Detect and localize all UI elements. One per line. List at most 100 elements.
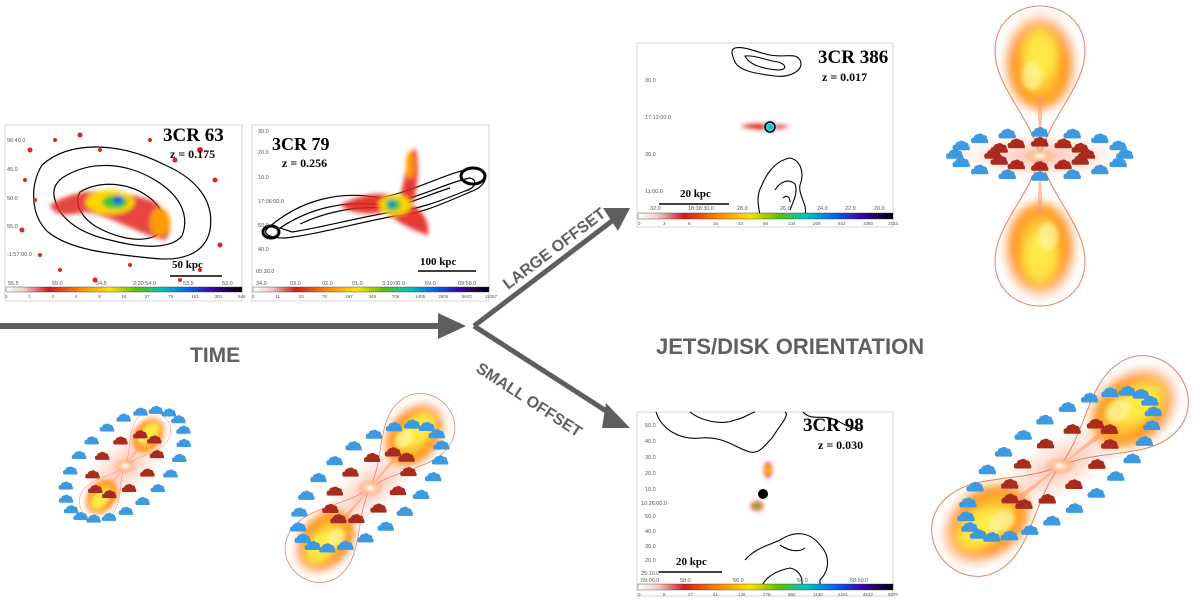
- xtick: 54.5: [96, 281, 107, 287]
- small-offset-arrow: [472, 323, 616, 419]
- time-label: TIME: [190, 344, 240, 367]
- cloud-icon: [58, 494, 74, 503]
- cloud-icon: [431, 455, 449, 465]
- colorbar-tick-label: 66: [763, 221, 769, 226]
- colorbar-tick-label: 1405: [415, 294, 426, 299]
- ytick: 10:26:00.0: [641, 501, 667, 507]
- cloud-icon: [1036, 414, 1054, 425]
- xtick: 55.0: [52, 281, 63, 287]
- cloud-icon: [1091, 133, 1109, 144]
- colorbar-tick-label: 0: [638, 221, 641, 226]
- colorbar-tick-label: 33: [299, 294, 305, 299]
- xtick: 59.0: [425, 281, 436, 287]
- cloud-icon: [101, 512, 117, 521]
- colorbar-tick-label: 75: [168, 294, 174, 299]
- cloud-icon: [1080, 392, 1099, 403]
- ytick: 25:10.0: [641, 571, 659, 577]
- map-title-3cr386: 3CR 386: [818, 47, 888, 68]
- colorbar-tick-label: 0: [252, 294, 255, 299]
- xtick: 01.0: [352, 281, 363, 287]
- map-3cr79: 3CR 79 z = 0.256 100 kpc 30.0 20.0 10.0 …: [251, 124, 498, 302]
- ytick: 10.0: [645, 487, 656, 493]
- ytick: 40.0: [645, 439, 656, 445]
- xtick: 18:38:30.0: [688, 206, 714, 212]
- cloud-icon: [291, 507, 308, 517]
- colorbar-tick-label: 0: [638, 592, 641, 597]
- cloud-icon: [135, 496, 150, 505]
- ytick: 17:06:00.0: [258, 199, 284, 205]
- colorbar-tick-label: 8: [663, 592, 666, 597]
- colorbar-tick-label: 11267: [485, 294, 498, 299]
- emission-3cr79: [340, 148, 429, 235]
- time-arrow-head: [438, 313, 466, 339]
- ytick: 30.0: [258, 129, 269, 135]
- cloud-icon: [424, 472, 442, 482]
- contours-3cr386: [731, 47, 807, 216]
- cloud-icon: [357, 533, 374, 543]
- ytick: 56:40.0: [7, 138, 25, 144]
- colorbar-tick-label: 15: [713, 221, 719, 226]
- xtick: 09:58.0: [458, 281, 476, 287]
- ytick: 55.0: [7, 224, 18, 230]
- ytick: 05:30.0: [256, 269, 274, 275]
- colorbar-tick-label: 348: [369, 294, 377, 299]
- cloud-icon: [377, 521, 395, 531]
- ytick: 30.0: [645, 544, 656, 550]
- cloud-icon: [84, 436, 99, 445]
- cloud-icon: [994, 446, 1013, 457]
- colorbar-tick-label: 269: [813, 221, 821, 226]
- colorbar-tick-label: 33: [738, 221, 744, 226]
- cloud-icon: [966, 481, 984, 492]
- xtick: 34.0: [256, 281, 267, 287]
- cloud-icon: [71, 450, 87, 460]
- cloud-icon: [412, 489, 430, 499]
- colorbar-tick-label: 1: [28, 294, 31, 299]
- xtick: 2:20:54.0: [133, 281, 156, 287]
- xtick: 22.0: [845, 206, 856, 212]
- map-title-3cr98: 3CR 98: [803, 415, 864, 436]
- ytick: 20.0: [645, 558, 656, 564]
- cloud-icon: [1031, 126, 1049, 137]
- scale-label-3cr63: 50 kpc: [172, 259, 203, 271]
- xtick: 56.0: [733, 578, 744, 584]
- colorbar-tick-label: 706: [392, 294, 400, 299]
- small-offset-label: SMALL OFFSET: [473, 360, 585, 441]
- colorbar-tick-label: 2805: [438, 294, 449, 299]
- cloud-icon: [1063, 128, 1081, 139]
- colorbar-tick-label: 1080: [863, 221, 874, 226]
- ytick: 17:12:00.0: [645, 115, 671, 121]
- colorbar-tick-label: 301: [215, 294, 223, 299]
- ytick: -1:57:00.0: [7, 252, 32, 258]
- cloud-icon: [176, 425, 191, 434]
- cloud-icon: [1043, 515, 1061, 526]
- cloud-icon: [150, 484, 166, 493]
- xtick: 24.0: [817, 206, 828, 212]
- cloud-icon: [396, 506, 414, 516]
- scale-label-3cr98: 20 kpc: [676, 556, 707, 568]
- colorbar-tick-label: 0: [5, 294, 8, 299]
- colorbar-ticks-3cr98: 0 8 27 61 135 278 560 1130 2261 4532 9070: [638, 592, 899, 597]
- xtick: 32.0: [650, 206, 661, 212]
- xtick: 58:50.0: [850, 578, 868, 584]
- jet-illustration-early-large: [272, 380, 468, 596]
- colorbar-tick-label: 135: [738, 592, 746, 597]
- cloud-icon: [1109, 140, 1127, 151]
- colorbar-tick-label: 2261: [838, 592, 849, 597]
- ytick: 20.0: [645, 471, 656, 477]
- colorbar-tick-label: 27: [145, 294, 151, 299]
- jets-disk-label: JETS/DISK ORIENTATION: [656, 334, 924, 359]
- cloud-icon: [58, 481, 73, 490]
- cloud-icon: [326, 456, 343, 466]
- map-title-3cr79: 3CR 79: [272, 134, 330, 154]
- map-title-3cr63: 3CR 63: [163, 125, 224, 146]
- ytick: 50.0: [258, 223, 269, 229]
- ytick: 40.0: [645, 529, 656, 535]
- ytick: 50.0: [645, 514, 656, 520]
- cloud-icon: [1065, 503, 1084, 513]
- cloud-icon: [289, 522, 307, 532]
- xtick: 54.0: [797, 578, 808, 584]
- contours-3cr98: [655, 411, 861, 591]
- cloud-icon: [176, 438, 191, 447]
- ytick: 50.0: [7, 196, 18, 202]
